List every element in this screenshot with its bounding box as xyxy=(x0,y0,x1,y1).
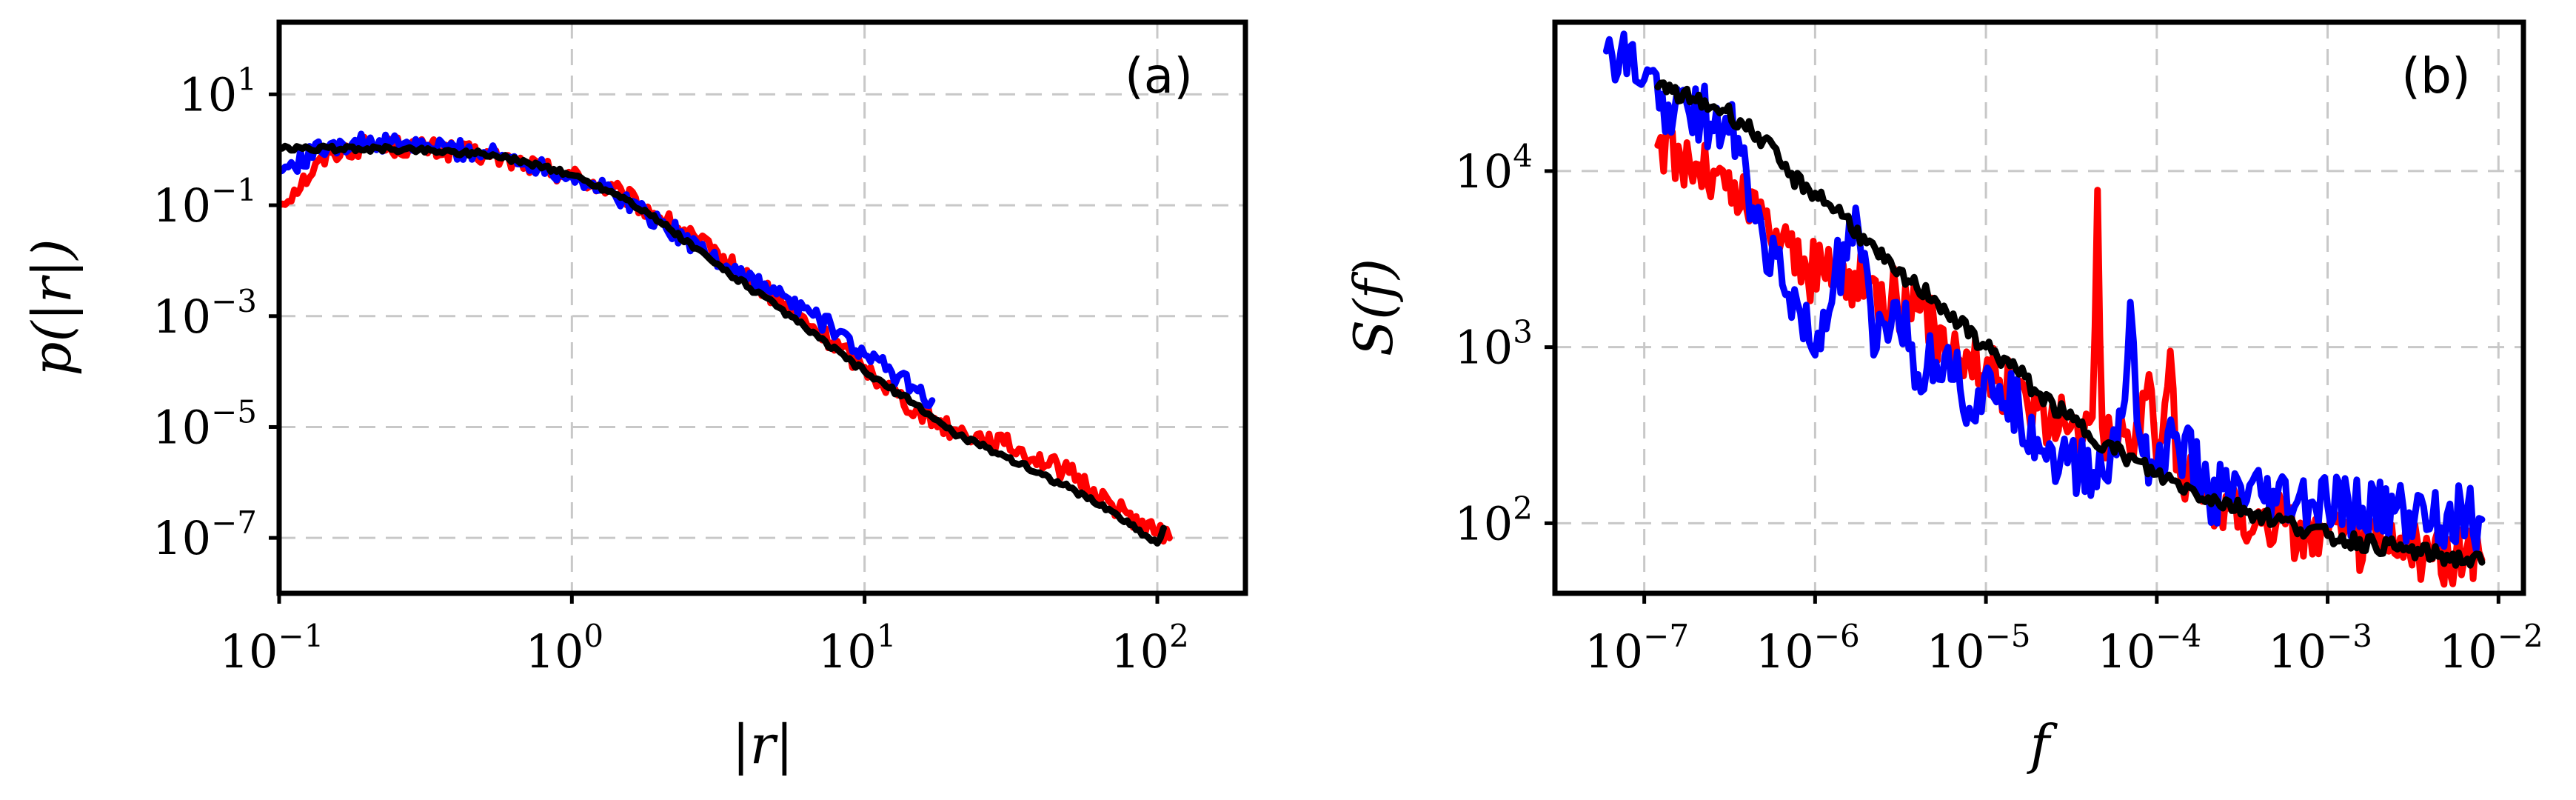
y-tick-exp: −1 xyxy=(211,172,257,208)
series-line-blue xyxy=(279,130,936,409)
panel-b-frame xyxy=(1552,19,2526,596)
panel-a-ylabel: p(|r|) xyxy=(21,239,83,376)
y-tick-label: 10−1 xyxy=(153,172,257,233)
x-tick-exp: 0 xyxy=(583,618,603,654)
y-tick-label: 102 xyxy=(1454,490,1533,550)
panel-a-series xyxy=(279,130,1173,547)
x-tick-label: 10−4 xyxy=(2097,618,2201,679)
x-tick-base: 10 xyxy=(1927,624,1985,679)
x-tick-label: 10−6 xyxy=(1756,618,1860,679)
panel-b-series xyxy=(1603,30,2486,588)
x-tick-label: 10−3 xyxy=(2268,618,2372,679)
x-tick-exp: 1 xyxy=(877,618,897,654)
panel-a-grid xyxy=(278,22,1245,593)
x-tick-base: 10 xyxy=(1111,624,1169,679)
y-tick-base: 10 xyxy=(1454,496,1513,550)
x-tick-exp: 2 xyxy=(1169,618,1189,654)
y-tick-base: 10 xyxy=(153,179,211,233)
x-tick-base: 10 xyxy=(220,624,278,679)
y-tick-label: 103 xyxy=(1454,314,1533,375)
x-tick-label: 10−1 xyxy=(220,618,324,679)
series-line-blue xyxy=(1603,30,2486,553)
x-tick-label: 10−2 xyxy=(2439,618,2543,679)
x-tick-base: 10 xyxy=(2097,624,2155,679)
panel-a-tag: (a) xyxy=(1125,47,1193,104)
y-tick-exp: 2 xyxy=(1513,490,1533,526)
panel-b-tag: (b) xyxy=(2401,47,2470,104)
x-tick-label: 100 xyxy=(526,618,604,679)
series-line-black xyxy=(279,142,1167,547)
x-tick-exp: −6 xyxy=(1814,618,1860,654)
x-tick-exp: −7 xyxy=(1643,618,1689,654)
series-line-red xyxy=(279,133,1173,545)
y-tick-label: 10−3 xyxy=(153,283,257,344)
x-tick-exp: −2 xyxy=(2498,618,2543,654)
x-tick-base: 10 xyxy=(526,624,584,679)
y-tick-base: 10 xyxy=(1454,144,1513,199)
y-tick-label: 104 xyxy=(1454,138,1533,199)
series-line-black xyxy=(1654,79,2486,569)
x-tick-base: 10 xyxy=(1756,624,1814,679)
x-tick-label: 102 xyxy=(1111,618,1189,679)
y-tick-base: 10 xyxy=(153,511,211,565)
x-tick-label: 101 xyxy=(818,618,897,679)
x-tick-exp: −4 xyxy=(2155,618,2201,654)
x-tick-exp: −1 xyxy=(278,618,324,654)
y-tick-base: 10 xyxy=(153,290,211,344)
y-tick-exp: 4 xyxy=(1513,138,1533,174)
x-tick-base: 10 xyxy=(2268,624,2326,679)
x-tick-base: 10 xyxy=(818,624,877,679)
y-tick-exp: 1 xyxy=(237,61,257,97)
y-tick-exp: −5 xyxy=(211,393,257,430)
y-tick-exp: 3 xyxy=(1513,314,1533,350)
x-tick-label: 10−5 xyxy=(1927,618,2031,679)
y-tick-base: 10 xyxy=(153,400,211,454)
x-tick-base: 10 xyxy=(1585,624,1643,679)
panel-b-ylabel: S(f) xyxy=(1342,259,1405,356)
y-tick-label: 10−7 xyxy=(153,504,257,565)
x-tick-exp: −5 xyxy=(1985,618,2031,654)
y-tick-exp: −3 xyxy=(211,283,257,319)
y-tick-exp: −7 xyxy=(211,504,257,541)
x-tick-base: 10 xyxy=(2439,624,2498,679)
panel-a-frame xyxy=(276,19,1248,596)
y-tick-base: 10 xyxy=(1454,321,1513,375)
panel-b-xlabel: f xyxy=(2027,713,2058,776)
x-tick-exp: −3 xyxy=(2326,618,2372,654)
panel-a-xlabel: |r| xyxy=(732,713,794,776)
x-tick-label: 10−7 xyxy=(1585,618,1689,679)
y-tick-label: 101 xyxy=(178,61,257,121)
y-tick-base: 10 xyxy=(178,67,237,121)
y-tick-label: 10−5 xyxy=(153,393,257,454)
